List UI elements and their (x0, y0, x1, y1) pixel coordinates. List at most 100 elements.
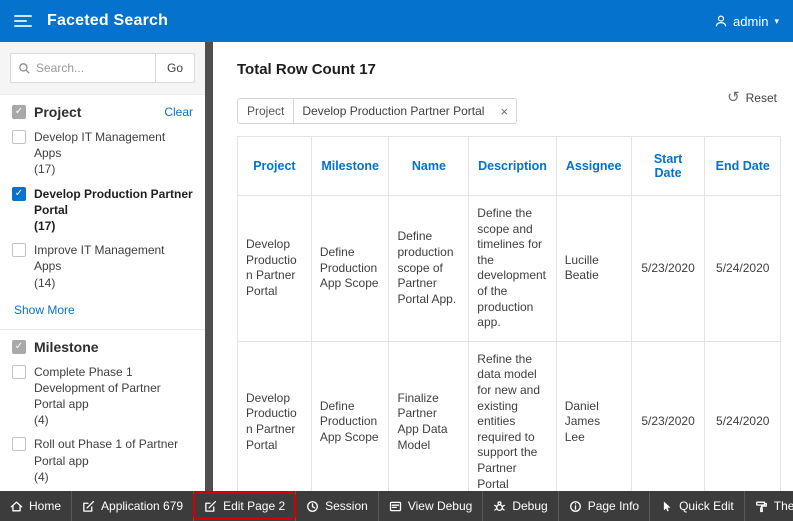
facet-items: Develop IT Management Apps (17) ✓ Develo… (12, 129, 193, 291)
facet-clear-link[interactable]: Clear (164, 105, 193, 119)
search-box[interactable] (10, 53, 155, 83)
checkbox[interactable]: ✓ (12, 186, 26, 201)
toolbar-application-679[interactable]: Application 679 (72, 491, 195, 521)
table-cell: Define production scope of Partner Porta… (388, 195, 470, 342)
facet-item-label: Develop Production Partner Portal (34, 186, 193, 217)
column-header: End Date (704, 136, 781, 196)
app-header: Faceted Search admin ▾ (0, 0, 793, 42)
table-cell: 5/24/2020 (704, 195, 781, 342)
column-header: Name (388, 136, 470, 196)
table-cell: 5/23/2020 (630, 340, 706, 491)
filter-chip-value: Develop Production Partner Portal (302, 104, 485, 118)
column-header: Milestone (310, 136, 390, 196)
info-icon (569, 500, 582, 513)
facet-group-header: ✓ Project Clear (12, 104, 193, 120)
table-cell: Daniel James Lee (555, 340, 632, 491)
facet-item-label: Roll out Phase 1 of Partner Portal app (34, 437, 179, 468)
facet-title: Project (34, 104, 82, 120)
filter-chip-facet: Project (238, 99, 295, 123)
table-cell: Define Production App Scope (310, 195, 390, 342)
table-cell: Finalize Partner App Data Model (388, 340, 470, 491)
toolbar-home[interactable]: Home (0, 491, 73, 521)
facet-item[interactable]: ✓ Develop Production Partner Portal (17) (12, 186, 193, 235)
results-region: Total Row Count 17 Project Develop Produ… (213, 42, 793, 491)
reset-button[interactable]: ↺ Reset (723, 88, 781, 107)
facet-item-count: (17) (34, 218, 56, 233)
view-debug-icon (389, 500, 402, 513)
column-header: Description (468, 136, 557, 196)
table-cell: Define the scope and timelines for the d… (468, 195, 557, 342)
checkbox[interactable] (12, 243, 26, 258)
toolbar-quick-edit[interactable]: Quick Edit (650, 491, 745, 521)
results-table: Project Milestone Name Description Assignee S… (237, 136, 781, 491)
filter-chips-row: Project Develop Production Partner Porta… (237, 88, 781, 124)
facet-item-label: Develop IT Management Apps (34, 130, 166, 161)
user-icon (714, 14, 728, 28)
table-cell: Develop Production Partner Portal (237, 340, 312, 491)
facet-item[interactable]: Develop IT Management Apps (17) (12, 129, 193, 178)
reset-icon: ↺ (727, 89, 740, 106)
facets-sidebar: Go ✓ Project Clear Develop IT Management… (0, 42, 205, 491)
toolbar-page-info[interactable]: Page Info (559, 491, 651, 521)
column-header: Assignee (555, 136, 632, 196)
facet-select-all-checkbox[interactable]: ✓ (12, 105, 26, 119)
table-row: Develop Production Partner Portal Define … (237, 195, 781, 342)
session-icon (306, 500, 319, 513)
facet-item[interactable]: Roll out Phase 1 of Partner Portal app (… (12, 436, 193, 485)
facet-group: ✓ Project Clear Develop IT Management Ap… (0, 95, 205, 329)
toolbar-theme-roller[interactable]: Theme Roller (745, 491, 793, 521)
developer-toolbar: Home Application 679 Edit Page 2 Session… (0, 491, 793, 521)
chevron-down-icon: ▾ (774, 15, 779, 26)
table-row: Develop Production Partner Portal Define … (237, 340, 781, 491)
search-input[interactable] (36, 61, 148, 75)
checkbox[interactable] (12, 364, 26, 379)
checkbox[interactable] (12, 437, 26, 452)
table-header-row: Project Milestone Name Description Assignee S… (237, 136, 781, 196)
facet-group: ✓ Milestone Complete Phase 1 Development… (0, 328, 205, 491)
toolbar-debug[interactable]: Debug (483, 491, 559, 521)
filter-chip: Project Develop Production Partner Porta… (237, 98, 518, 124)
checkbox[interactable] (12, 130, 26, 144)
search-go-button[interactable]: Go (154, 53, 195, 83)
toolbar-view-debug[interactable]: View Debug (379, 491, 484, 521)
facet-item-count: (14) (34, 275, 56, 290)
show-more-link[interactable]: Show More (14, 302, 75, 317)
user-menu[interactable]: admin ▾ (714, 14, 779, 29)
column-header: Start Date (630, 136, 706, 196)
edit-icon (204, 500, 217, 513)
facets-list: ✓ Project Clear Develop IT Management Ap… (0, 95, 205, 491)
dev-toolbar-items: Home Application 679 Edit Page 2 Session… (0, 491, 793, 521)
facet-item[interactable]: Improve IT Management Apps (14) (12, 242, 193, 291)
menu-icon[interactable] (14, 15, 32, 27)
table-cell: Develop Production Partner Portal (237, 195, 312, 342)
page-title: Faceted Search (47, 12, 169, 29)
results-table-wrap: Project Milestone Name Description Assignee S… (237, 136, 781, 491)
edit-icon (82, 500, 95, 513)
facet-item-count: (4) (34, 413, 49, 428)
facet-item-label: Complete Phase 1 Development of Partner … (34, 364, 161, 412)
roller-icon (755, 500, 768, 513)
facet-select-all-checkbox[interactable]: ✓ (12, 339, 26, 354)
toolbar-edit-page-2[interactable]: Edit Page 2 (193, 491, 297, 521)
facet-item-count: (4) (34, 469, 49, 484)
table-cell: Refine the data model for new and existi… (468, 340, 557, 491)
search-icon (18, 62, 31, 75)
total-row-count: Total Row Count 17 (237, 61, 376, 78)
facet-item[interactable]: Complete Phase 1 Development of Partner … (12, 364, 193, 429)
facet-item-count: (17) (34, 162, 56, 177)
facet-title: Milestone (34, 338, 99, 355)
table-cell: Lucille Beatie (555, 195, 632, 342)
sidebar-splitter-scrollbar[interactable] (205, 42, 213, 491)
bug-icon (493, 500, 506, 513)
column-header: Project (237, 136, 312, 196)
content-area: Go ✓ Project Clear Develop IT Management… (0, 42, 793, 491)
facet-search-region: Go (0, 42, 205, 95)
table-cell: Define Production App Scope (310, 340, 390, 491)
remove-filter-icon[interactable]: × (500, 103, 509, 119)
cursor-icon (660, 500, 673, 513)
table-cell: 5/24/2020 (704, 340, 781, 491)
home-icon (10, 500, 23, 513)
toolbar-session[interactable]: Session (296, 491, 379, 521)
user-name: admin (733, 13, 769, 29)
